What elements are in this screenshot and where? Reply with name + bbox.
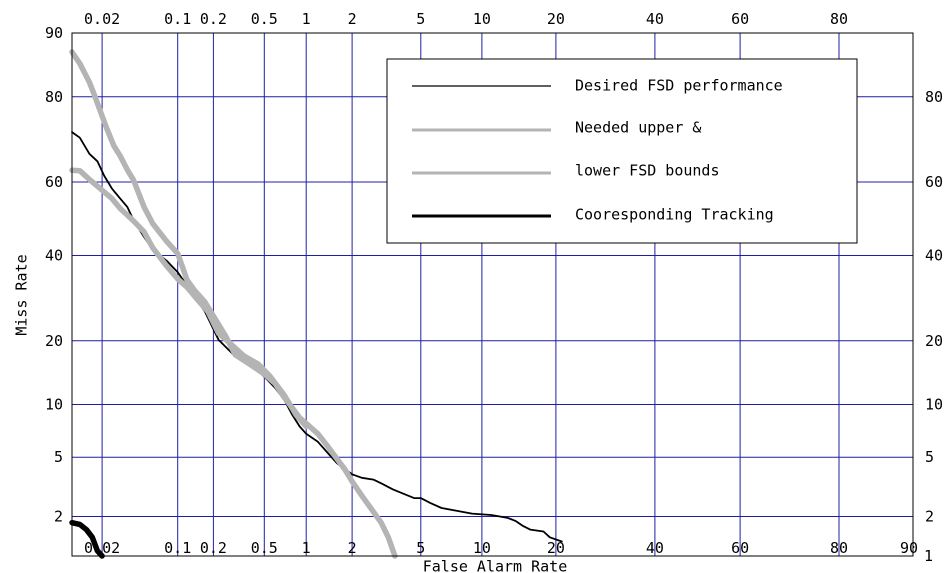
x-tick-label-top: 40 (646, 10, 664, 28)
y-tick-label-right: 5 (925, 448, 934, 466)
y-tick-label-right: 1 (924, 547, 933, 565)
x-tick-label-top: 60 (731, 10, 749, 28)
y-tick-label-left: 10 (45, 396, 63, 414)
x-tick-label-bottom: 0.5 (251, 539, 278, 557)
x-tick-label-bottom: 0.2 (200, 539, 227, 557)
y-tick-label-right: 40 (925, 247, 943, 265)
legend: Desired FSD performance Needed upper & l… (386, 58, 858, 244)
series-line-3 (69, 167, 309, 430)
legend-label-lower-bound: lower FSD bounds (575, 162, 720, 180)
legend-label-tracking: Cooresponding Tracking (575, 206, 774, 224)
x-tick-label-top: 1 (302, 10, 311, 28)
y-tick-label-right: 80 (925, 88, 943, 106)
y-tick-label-right: 2 (925, 508, 934, 526)
series-layer (69, 49, 563, 559)
y-tick-label-right: 60 (925, 173, 943, 191)
x-tick-label-top: 2 (348, 10, 357, 28)
x-tick-label-bottom: 10 (473, 539, 491, 557)
x-tick-label-top: 0.02 (84, 10, 120, 28)
y-tick-label-left: 80 (45, 88, 63, 106)
x-tick-label-bottom: 0.1 (164, 539, 191, 557)
x-tick-label-bottom: 0.02 (84, 539, 120, 557)
legend-label-desired: Desired FSD performance (575, 77, 783, 95)
series-line-2 (69, 49, 398, 559)
x-tick-label-top: 20 (547, 10, 565, 28)
y-axis-label: Miss Rate (13, 254, 31, 335)
x-tick-label-bottom: 1 (302, 539, 311, 557)
y-tick-label-right: 10 (925, 396, 943, 414)
x-tick-label-bottom: 20 (547, 539, 565, 557)
x-tick-label-bottom: 90 (900, 539, 918, 557)
y-tick-label-left: 20 (45, 332, 63, 350)
legend-box (386, 58, 858, 244)
plot-frame (71, 32, 914, 557)
x-axis-label: False Alarm Rate (423, 558, 568, 573)
x-tick-label-bottom: 40 (646, 539, 664, 557)
y-tick-label-left: 5 (54, 448, 63, 466)
x-tick-label-top: 10 (473, 10, 491, 28)
x-tick-label-top: 0.5 (251, 10, 278, 28)
x-tick-label-bottom: 2 (348, 539, 357, 557)
x-tick-label-bottom: 5 (416, 539, 425, 557)
series-line-4 (69, 519, 105, 559)
tick-labels: 0.02 0.02 0.1 0.1 0.2 0.2 0.5 0.5 1 1 2 2 5 5 10 10 20 20… (45, 10, 943, 565)
legend-label-upper-bound: Needed upper & (575, 119, 701, 137)
x-tick-label-top: 80 (830, 10, 848, 28)
y-tick-label-left: 60 (45, 173, 63, 191)
x-tick-label-bottom: 60 (731, 539, 749, 557)
y-tick-label-left: 90 (45, 24, 63, 42)
x-tick-label-bottom: 80 (830, 539, 848, 557)
x-tick-label-top: 0.2 (200, 10, 227, 28)
x-tick-label-top: 0.1 (164, 10, 191, 28)
y-tick-label-left: 40 (45, 247, 63, 265)
y-tick-label-left: 2 (54, 508, 63, 526)
y-tick-label-right: 20 (925, 332, 943, 350)
x-tick-label-top: 5 (416, 10, 425, 28)
